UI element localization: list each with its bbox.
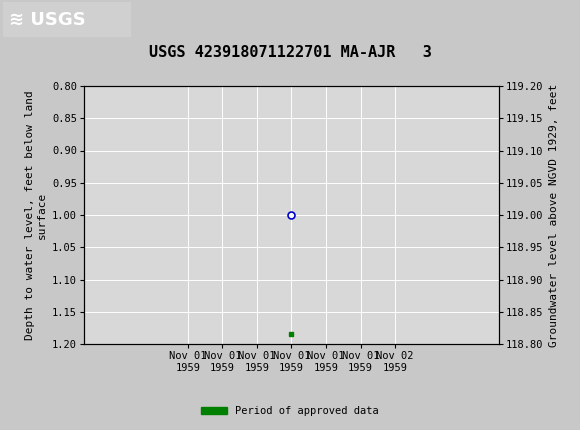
Y-axis label: Groundwater level above NGVD 1929, feet: Groundwater level above NGVD 1929, feet [549, 83, 559, 347]
Text: USGS 423918071122701 MA-AJR   3: USGS 423918071122701 MA-AJR 3 [148, 45, 432, 60]
Text: ≋ USGS: ≋ USGS [9, 10, 85, 28]
Legend: Period of approved data: Period of approved data [197, 402, 383, 421]
Bar [3, 2, 130, 37]
Y-axis label: Depth to water level, feet below land
surface: Depth to water level, feet below land su… [25, 90, 46, 340]
